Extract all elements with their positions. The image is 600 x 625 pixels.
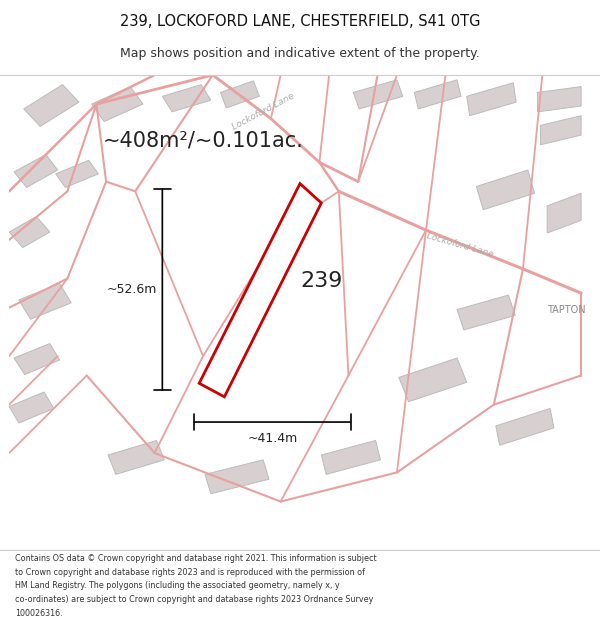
Text: Lockoford Lane: Lockoford Lane	[425, 231, 494, 259]
Polygon shape	[457, 295, 515, 330]
Text: Map shows position and indicative extent of the property.: Map shows position and indicative extent…	[120, 48, 480, 61]
Polygon shape	[14, 154, 58, 188]
Polygon shape	[496, 409, 554, 445]
Text: HM Land Registry. The polygons (including the associated geometry, namely x, y: HM Land Registry. The polygons (includin…	[15, 581, 340, 591]
Text: ~41.4m: ~41.4m	[247, 432, 298, 445]
Text: to Crown copyright and database rights 2023 and is reproduced with the permissio: to Crown copyright and database rights 2…	[15, 568, 365, 577]
Text: Contains OS data © Crown copyright and database right 2021. This information is : Contains OS data © Crown copyright and d…	[15, 554, 377, 562]
Polygon shape	[547, 193, 581, 233]
Polygon shape	[476, 170, 535, 210]
Text: 239, LOCKOFORD LANE, CHESTERFIELD, S41 0TG: 239, LOCKOFORD LANE, CHESTERFIELD, S41 0…	[120, 14, 480, 29]
Polygon shape	[92, 87, 143, 121]
Polygon shape	[322, 441, 380, 474]
Polygon shape	[205, 460, 269, 494]
Polygon shape	[14, 344, 59, 374]
Text: 239: 239	[300, 271, 343, 291]
Polygon shape	[108, 441, 164, 474]
Polygon shape	[9, 216, 50, 248]
Polygon shape	[399, 358, 467, 402]
Polygon shape	[538, 87, 581, 112]
Polygon shape	[221, 81, 259, 108]
Polygon shape	[541, 116, 581, 145]
Text: 100026316.: 100026316.	[15, 609, 62, 618]
Text: Lockoford Lane: Lockoford Lane	[230, 92, 296, 132]
Polygon shape	[415, 80, 461, 109]
Polygon shape	[19, 283, 71, 319]
Polygon shape	[353, 80, 403, 109]
Polygon shape	[56, 160, 98, 188]
Polygon shape	[24, 85, 79, 126]
Polygon shape	[467, 82, 516, 116]
Polygon shape	[163, 85, 211, 112]
Polygon shape	[9, 392, 54, 423]
Text: TAPTON: TAPTON	[547, 304, 586, 314]
Text: co-ordinates) are subject to Crown copyright and database rights 2023 Ordnance S: co-ordinates) are subject to Crown copyr…	[15, 596, 373, 604]
Text: ~408m²/~0.101ac.: ~408m²/~0.101ac.	[103, 131, 304, 151]
Polygon shape	[199, 184, 322, 397]
Text: ~52.6m: ~52.6m	[106, 283, 157, 296]
